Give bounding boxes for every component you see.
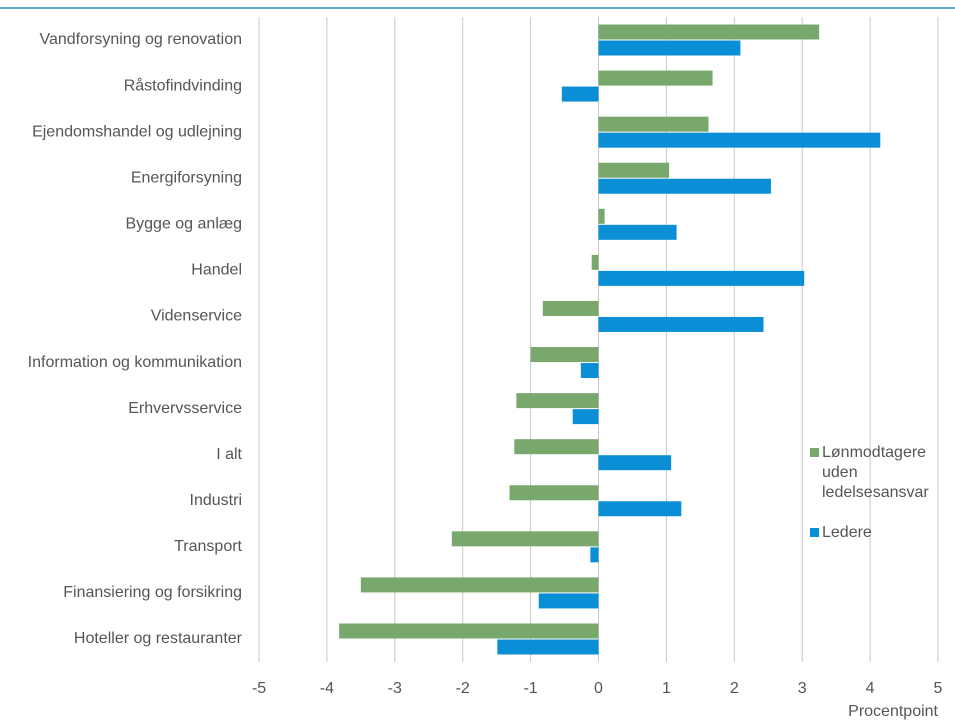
legend-label: Ledere	[822, 524, 872, 541]
y-tick-label: Industri	[190, 492, 242, 509]
x-tick-label: -4	[320, 680, 334, 697]
y-tick-label: Handel	[191, 262, 242, 279]
x-tick-label: 4	[866, 680, 875, 697]
bar	[514, 439, 599, 455]
legend-label: Lønmodtagere uden ledelsesansvar	[822, 444, 929, 501]
bar	[561, 86, 599, 102]
bar	[538, 593, 599, 609]
x-tick-label: 0	[594, 680, 603, 697]
bar	[598, 24, 820, 40]
y-tick-label: Information og kommunikation	[28, 354, 242, 371]
y-tick-label: Videnservice	[151, 308, 242, 325]
bar	[598, 455, 672, 471]
y-tick-label: Vandforsyning og renovation	[39, 31, 242, 48]
bar	[598, 178, 771, 194]
y-tick-label: Bygge og anlæg	[125, 216, 242, 233]
bar	[598, 116, 709, 132]
bar	[598, 132, 881, 148]
x-tick-label: -5	[252, 680, 266, 697]
bar	[497, 639, 599, 655]
bar	[530, 347, 599, 363]
bar	[542, 300, 599, 316]
x-tick-label: 5	[934, 680, 943, 697]
bar	[598, 208, 605, 224]
y-tick-label: Finansiering og forsikring	[63, 584, 242, 601]
bar	[580, 363, 599, 379]
bar	[516, 393, 599, 409]
y-tick-label: Erhvervsservice	[128, 400, 242, 417]
x-tick-label: -3	[388, 680, 402, 697]
bar	[339, 623, 599, 639]
y-tick-label: Hoteller og restauranter	[74, 630, 243, 647]
bar	[590, 547, 599, 563]
legend-item: Lønmodtagere uden ledelsesansvar	[810, 443, 955, 503]
x-tick-label: 3	[798, 680, 807, 697]
bar	[598, 70, 713, 86]
bar	[598, 270, 805, 286]
bar	[451, 531, 599, 547]
bar	[598, 501, 682, 517]
bar	[598, 316, 764, 332]
bar	[591, 254, 599, 270]
y-tick-label: Transport	[174, 538, 242, 555]
bar	[572, 409, 599, 425]
y-tick-label: Ejendomshandel og udlejning	[32, 123, 242, 140]
bar	[598, 224, 677, 240]
x-tick-label: 1	[662, 680, 671, 697]
bar	[598, 162, 670, 178]
bar	[360, 577, 599, 593]
x-tick-label: -1	[523, 680, 537, 697]
y-tick-label: Energiforsyning	[131, 169, 242, 186]
x-tick-label: -2	[456, 680, 470, 697]
x-axis-label: Procentpoint	[848, 703, 938, 720]
legend-swatch	[810, 448, 819, 457]
y-tick-label: Råstofindvinding	[124, 76, 242, 94]
legend-swatch	[810, 528, 819, 537]
bar	[598, 40, 741, 56]
y-tick-label: I alt	[216, 446, 242, 463]
bar	[509, 485, 599, 501]
x-tick-label: 2	[730, 680, 739, 697]
legend-item: Ledere	[810, 523, 955, 543]
